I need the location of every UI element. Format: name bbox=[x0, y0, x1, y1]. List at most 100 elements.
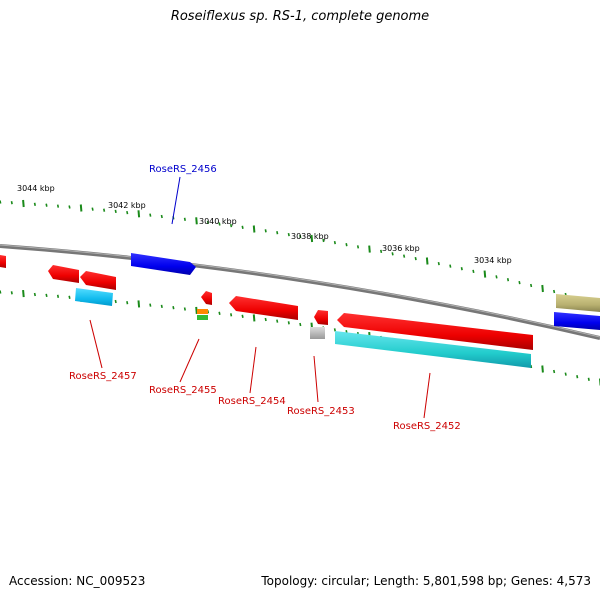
scale-tick bbox=[206, 220, 210, 225]
scale-tick bbox=[68, 205, 71, 209]
scale-tick bbox=[45, 293, 48, 298]
scale-tick bbox=[230, 223, 233, 228]
scale-tick bbox=[506, 278, 510, 282]
scale-tick bbox=[56, 204, 60, 208]
scale-label-3040: 3040 kbp bbox=[199, 217, 237, 226]
scale-tick bbox=[241, 314, 244, 318]
scale-tick bbox=[68, 295, 71, 299]
gene-feature-left-edge[interactable] bbox=[0, 255, 6, 268]
scale-tick bbox=[333, 240, 336, 245]
gene-feature-roseRS-2455-cds[interactable] bbox=[201, 291, 212, 305]
scale-tick bbox=[56, 294, 60, 298]
scale-tick bbox=[299, 322, 302, 327]
scale-tick bbox=[553, 289, 556, 294]
scale-tick bbox=[287, 321, 290, 325]
gene-feature-roseRS-2456[interactable] bbox=[131, 253, 196, 275]
gene-feature-roseRS-2457-rna[interactable] bbox=[75, 288, 113, 306]
scale-tick bbox=[576, 375, 579, 379]
leader-line-2456 bbox=[171, 176, 181, 225]
scale-label-3038: 3038 kbp bbox=[291, 232, 329, 241]
scale-tick bbox=[437, 261, 440, 266]
scale-tick bbox=[218, 222, 221, 226]
scale-tick bbox=[126, 210, 129, 215]
scale-tick bbox=[310, 234, 314, 243]
scale-tick bbox=[356, 245, 360, 249]
scale-tick bbox=[264, 229, 267, 233]
gene-feature-roseRS-2454[interactable] bbox=[229, 296, 298, 320]
scale-tick bbox=[137, 210, 141, 218]
gene-label-roseRS-2456[interactable]: RoseRS_2456 bbox=[149, 164, 217, 175]
gene-feature-roseRS-2452[interactable] bbox=[337, 313, 533, 350]
scale-tick bbox=[241, 225, 244, 229]
scale-tick bbox=[149, 303, 152, 307]
scale-tick bbox=[587, 377, 590, 381]
scale-tick bbox=[391, 252, 394, 256]
scale-tick bbox=[425, 257, 429, 265]
scale-tick bbox=[287, 232, 290, 237]
scale-tick bbox=[0, 200, 2, 204]
scale-tick bbox=[0, 290, 2, 294]
gene-feature-roseRS-2457[interactable] bbox=[80, 271, 116, 290]
gene-label-roseRS-2454[interactable]: RoseRS_2454 bbox=[218, 396, 286, 407]
scale-tick bbox=[160, 304, 163, 309]
scale-tick bbox=[276, 319, 279, 323]
scale-tick bbox=[252, 225, 256, 233]
scale-tick bbox=[541, 284, 544, 293]
genome-summary-text: Topology: circular; Length: 5,801,598 bp… bbox=[261, 574, 591, 588]
scale-tick bbox=[137, 300, 141, 308]
leader-line-2457 bbox=[89, 319, 103, 369]
scale-tick bbox=[45, 203, 48, 207]
scale-tick bbox=[79, 204, 83, 212]
scale-tick bbox=[114, 299, 117, 304]
scale-tick bbox=[449, 264, 452, 268]
scale-tick bbox=[564, 372, 567, 376]
gene-label-roseRS-2457[interactable]: RoseRS_2457 bbox=[69, 371, 137, 382]
scale-tick bbox=[33, 292, 36, 297]
scale-tick bbox=[10, 291, 13, 295]
scale-tick bbox=[91, 207, 94, 211]
scale-tick bbox=[22, 290, 25, 298]
gene-feature-right-blue[interactable] bbox=[554, 312, 600, 330]
scale-tick bbox=[33, 202, 36, 206]
gene-label-roseRS-2455[interactable]: RoseRS_2455 bbox=[149, 385, 217, 396]
scale-tick bbox=[530, 283, 533, 288]
scale-tick bbox=[183, 307, 186, 311]
scale-tick bbox=[10, 201, 13, 205]
gene-feature-roseRS-2455-green[interactable] bbox=[197, 315, 208, 320]
scale-tick bbox=[460, 267, 463, 271]
scale-tick bbox=[230, 313, 233, 317]
scale-tick bbox=[252, 314, 256, 322]
leader-line-2452 bbox=[423, 372, 431, 419]
scale-tick bbox=[264, 317, 267, 322]
scale-ticks-outer bbox=[0, 199, 600, 308]
scale-tick bbox=[380, 249, 383, 254]
gene-feature-red-a[interactable] bbox=[48, 265, 79, 283]
gene-label-roseRS-2453[interactable]: RoseRS_2453 bbox=[287, 406, 355, 417]
scale-label-3036: 3036 kbp bbox=[382, 244, 420, 253]
scale-tick bbox=[333, 328, 336, 332]
leader-line-2454 bbox=[249, 346, 257, 394]
scale-tick bbox=[160, 214, 163, 219]
gene-feature-roseRS-2453-cds[interactable] bbox=[314, 310, 328, 325]
scale-tick bbox=[218, 311, 221, 315]
scale-tick bbox=[299, 234, 302, 239]
scale-tick bbox=[195, 306, 198, 314]
scale-tick bbox=[345, 243, 348, 247]
scale-tick bbox=[172, 306, 175, 310]
gene-feature-roseRS-2455-orange[interactable] bbox=[197, 309, 208, 314]
gene-feature-roseRS-2452-rna[interactable] bbox=[335, 331, 531, 368]
scale-tick bbox=[495, 275, 498, 279]
scale-tick bbox=[183, 217, 186, 221]
scale-tick bbox=[195, 217, 198, 225]
gene-feature-right-olive[interactable] bbox=[556, 294, 600, 312]
scale-tick bbox=[403, 254, 406, 258]
gene-feature-roseRS-2453-rna[interactable] bbox=[310, 327, 325, 339]
genome-backbone-highlight bbox=[0, 244, 600, 338]
scale-tick bbox=[472, 269, 475, 274]
scale-tick bbox=[276, 231, 279, 235]
scale-tick bbox=[483, 270, 487, 278]
gene-label-roseRS-2452[interactable]: RoseRS_2452 bbox=[393, 421, 461, 432]
scale-tick bbox=[541, 365, 544, 373]
genome-backbone bbox=[0, 244, 600, 340]
